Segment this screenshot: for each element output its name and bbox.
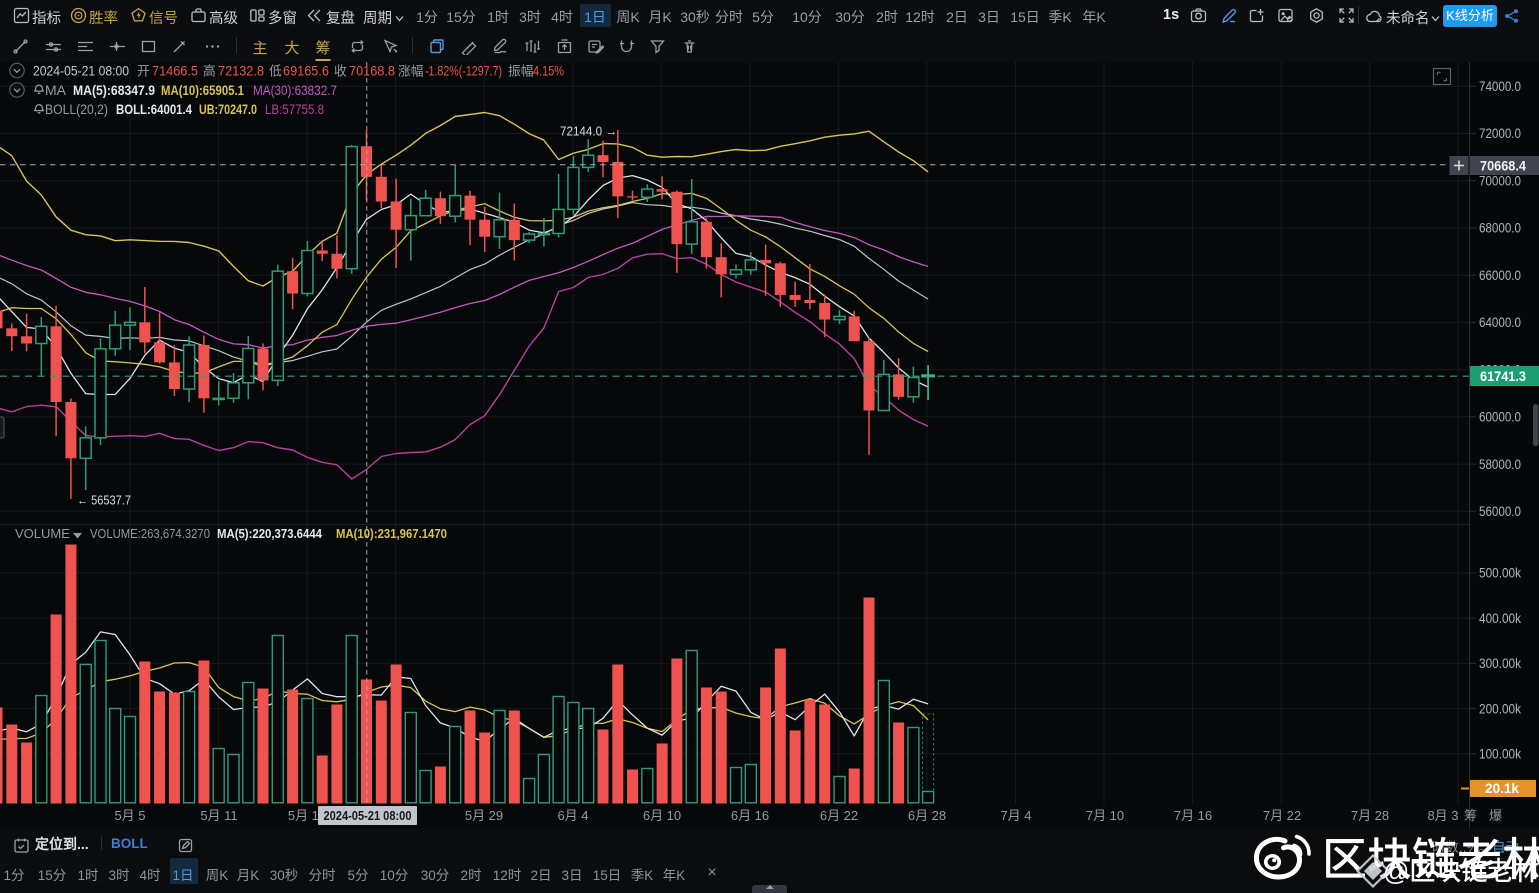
svg-text:7月 10: 7月 10 xyxy=(1086,808,1124,823)
svg-text:振幅: 振幅 xyxy=(508,64,534,79)
svg-text:66000.0: 66000.0 xyxy=(1479,268,1521,283)
svg-text:涨幅: 涨幅 xyxy=(398,64,424,79)
svg-text:56000.0: 56000.0 xyxy=(1479,504,1521,519)
svg-text:70668.4: 70668.4 xyxy=(1480,157,1526,173)
svg-text:5月 11: 5月 11 xyxy=(200,808,237,823)
svg-text:72144.0 →: 72144.0 → xyxy=(560,125,617,139)
svg-text:400.00k: 400.00k xyxy=(1479,611,1521,626)
svg-text:100.00k: 100.00k xyxy=(1479,747,1521,762)
svg-text:6月 28: 6月 28 xyxy=(908,808,946,823)
svg-text:69165.6: 69165.6 xyxy=(283,64,329,79)
svg-text:6月 16: 6月 16 xyxy=(731,808,769,823)
svg-text:6月 4: 6月 4 xyxy=(557,808,588,823)
svg-text:MA: MA xyxy=(45,82,67,98)
svg-text:200.00k: 200.00k xyxy=(1479,701,1521,716)
svg-text:高: 高 xyxy=(203,64,216,79)
svg-text:爆: 爆 xyxy=(1489,808,1502,823)
svg-text:6月 10: 6月 10 xyxy=(643,808,681,823)
svg-text:5月 5: 5月 5 xyxy=(114,808,145,823)
svg-text:2024-05-21 08:00: 2024-05-21 08:00 xyxy=(33,64,129,79)
svg-text:58000.0: 58000.0 xyxy=(1479,457,1521,472)
svg-text:LB:57755.8: LB:57755.8 xyxy=(265,102,324,117)
svg-text:2024-05-21 08:00: 2024-05-21 08:00 xyxy=(324,809,412,823)
svg-text:70000.0: 70000.0 xyxy=(1479,173,1521,188)
svg-text:500.00k: 500.00k xyxy=(1479,566,1521,581)
svg-text:20.1k: 20.1k xyxy=(1485,781,1519,796)
svg-text:7月 4: 7月 4 xyxy=(1000,808,1031,823)
svg-text:筹: 筹 xyxy=(1464,808,1477,823)
svg-text:68000.0: 68000.0 xyxy=(1479,221,1521,236)
svg-text:BOLL(20,2): BOLL(20,2) xyxy=(45,102,108,117)
svg-text:64000.0: 64000.0 xyxy=(1479,315,1521,330)
svg-text:72132.8: 72132.8 xyxy=(218,64,264,79)
svg-text:7月 28: 7月 28 xyxy=(1351,808,1389,823)
svg-text:MA(5):220,373.6444: MA(5):220,373.6444 xyxy=(217,526,323,541)
svg-text:7月 16: 7月 16 xyxy=(1174,808,1212,823)
svg-text:5月 29: 5月 29 xyxy=(465,808,503,823)
svg-text:4.15%: 4.15% xyxy=(533,64,564,79)
svg-text:300.00k: 300.00k xyxy=(1479,656,1521,671)
svg-text:← 56537.7: ← 56537.7 xyxy=(77,494,131,508)
svg-text:VOLUME: VOLUME xyxy=(15,526,70,541)
svg-text:UB:70247.0: UB:70247.0 xyxy=(199,102,257,117)
svg-text:BOLL:64001.4: BOLL:64001.4 xyxy=(116,102,192,117)
svg-text:71466.5: 71466.5 xyxy=(152,64,198,79)
svg-text:7月 22: 7月 22 xyxy=(1263,808,1301,823)
svg-text:收: 收 xyxy=(334,64,347,79)
svg-text:VOLUME:263,674.3270: VOLUME:263,674.3270 xyxy=(90,526,210,541)
svg-text:-1.82%(-1297.7): -1.82%(-1297.7) xyxy=(425,64,502,79)
svg-text:72000.0: 72000.0 xyxy=(1479,126,1521,141)
svg-text:74000.0: 74000.0 xyxy=(1479,79,1521,94)
svg-text:5月 17: 5月 17 xyxy=(288,808,326,823)
svg-text:MA(10):65905.1: MA(10):65905.1 xyxy=(161,83,244,98)
svg-text:MA(5):68347.9: MA(5):68347.9 xyxy=(73,83,155,98)
svg-text:MA(30):63832.7: MA(30):63832.7 xyxy=(253,83,337,98)
svg-text:低: 低 xyxy=(269,64,282,79)
svg-text:MA(10):231,967.1470: MA(10):231,967.1470 xyxy=(336,526,447,541)
svg-text:8月 3: 8月 3 xyxy=(1427,808,1458,823)
svg-text:6月 22: 6月 22 xyxy=(820,808,858,823)
svg-text:开: 开 xyxy=(137,64,150,79)
svg-text:70168.8: 70168.8 xyxy=(349,64,395,79)
svg-text:60000.0: 60000.0 xyxy=(1479,410,1521,425)
svg-text:61741.3: 61741.3 xyxy=(1480,368,1526,384)
